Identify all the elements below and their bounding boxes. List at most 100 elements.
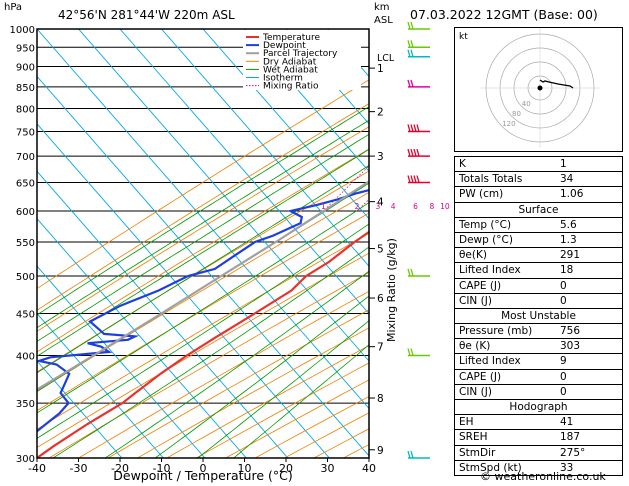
wet-adiabat [37, 165, 369, 374]
wind-barb [407, 21, 430, 30]
km-tick-label: 6 [377, 293, 384, 305]
x-tick-label: -30 [70, 462, 88, 475]
dry-adiabat [37, 170, 369, 373]
wind-barb [407, 450, 430, 459]
pressure-tick-label: 400 [16, 351, 35, 362]
dry-adiabat [37, 232, 369, 430]
asl-label: ASL [374, 15, 393, 26]
index-key: CIN (J) [459, 385, 492, 398]
x-tick-label: -10 [153, 462, 171, 475]
mixing-ratio-label: 2 [355, 202, 360, 211]
legend-label: Mixing Ratio [263, 82, 319, 92]
isotherm-line [37, 360, 123, 458]
dry-adiabat [37, 79, 369, 290]
surface-rows: Temp (°C) 5.6 Dewp (°C) 1.3 θe(K) 291 Lifted I… [455, 216, 622, 308]
wind-barb-feather [407, 49, 411, 57]
hodograph-ring-label: 80 [512, 110, 521, 118]
pressure-tick-label: 750 [16, 128, 35, 139]
lcl-label: LCL [377, 53, 395, 64]
index-key: StmSpd (kt) [459, 461, 522, 474]
km-tick-label: 4 [377, 197, 384, 209]
wind-barb-feather [407, 175, 411, 183]
isotherm-line [37, 312, 164, 458]
wind-barb-feather [407, 450, 411, 459]
dry-adiabat [37, 148, 369, 353]
index-key: SREH [459, 431, 488, 444]
pressure-tick-label: 900 [16, 63, 35, 74]
pressure-tick-label: 550 [16, 238, 35, 249]
legend-label: Temperature [262, 33, 320, 43]
x-tick-label: -20 [111, 462, 129, 475]
wind-barb [407, 175, 430, 184]
wind-barb [407, 40, 430, 49]
dry-adiabat [107, 309, 369, 458]
index-row: PW (cm) 1.06 [455, 186, 622, 201]
wet-adiabat [154, 295, 369, 458]
wind-barb-feather [407, 21, 411, 30]
x-tick-label: 40 [362, 462, 376, 475]
index-row: StmDir 275° [455, 444, 622, 460]
index-row: Temp (°C) 5.6 [455, 216, 622, 232]
mixing-ratio-label: 10 [440, 202, 450, 211]
hodograph-panel: kt 40 80 120 [454, 27, 623, 152]
isotherm-line [202, 29, 369, 220]
wind-barb-feather [410, 49, 414, 57]
index-row: EH 41 [455, 414, 622, 429]
km-label: km [374, 2, 390, 13]
index-value: 0 [560, 385, 567, 398]
wind-barb-feather [413, 175, 417, 183]
wet-adiabat [197, 320, 369, 458]
isotherm-line [37, 123, 330, 458]
index-value: 187 [560, 431, 581, 444]
wind-barb [407, 79, 430, 88]
indices-rows: K 1 Totals Totals 34 PW (cm) 1.06 [455, 157, 622, 202]
legend-box [243, 30, 361, 90]
index-value: 756 [560, 325, 581, 338]
wind-barb-feather [410, 124, 414, 132]
index-key: Lifted Index [459, 355, 521, 368]
mixing-ratio-label: 8 [429, 202, 434, 211]
index-key: CIN (J) [459, 294, 492, 307]
most-unstable-rows: Pressure (mb) 756 θe (K) 303 Lifted Index 9 CA… [455, 323, 622, 399]
pressure-tick-label: 450 [16, 310, 35, 321]
km-tick-label: 1 [377, 63, 384, 75]
km-tick-label: 8 [377, 393, 384, 405]
wind-barb-feather [416, 148, 420, 157]
index-value: 0 [560, 370, 567, 383]
dry-adiabat [78, 290, 369, 458]
index-value: 275° [560, 446, 586, 459]
wind-barb-feather [410, 21, 414, 30]
isotherm-line [37, 218, 247, 458]
index-key: PW (cm) [459, 188, 504, 201]
series-temperature [37, 230, 369, 458]
hodograph-rows: EH 41 SREH 187 StmDir 275° StmSpd (kt) 33 [455, 414, 622, 475]
wind-barb-feather [410, 348, 414, 356]
wind-barb-feather [416, 124, 420, 132]
x-axis-label: Dewpoint / Temperature (°C) [113, 468, 292, 483]
surface-heading: Surface [455, 201, 622, 217]
index-value: 1.06 [560, 188, 584, 201]
index-value: 18 [560, 264, 574, 277]
km-tick-label: 2 [377, 107, 384, 119]
pressure-tick-label: 1000 [10, 25, 35, 36]
plot-area [37, 29, 369, 458]
index-value: 34 [560, 173, 574, 186]
isotherm-line [37, 75, 369, 457]
plot-frame [36, 28, 370, 459]
index-key: Dewp (°C) [459, 233, 513, 246]
isotherm-line [37, 29, 369, 410]
credit-text: © weatheronline.co.uk [480, 470, 606, 483]
index-value: 0 [560, 279, 567, 292]
x-tick-label: 30 [321, 462, 335, 475]
legend-label: Dewpoint [263, 41, 306, 51]
wet-adiabat [37, 106, 369, 316]
index-value: 9 [560, 355, 567, 368]
indices-panel: K 1 Totals Totals 34 PW (cm) 1.06 Surface Tem… [454, 156, 623, 476]
index-value: 303 [560, 340, 581, 353]
index-value: 1.3 [560, 233, 577, 246]
wind-barb-feather [407, 148, 411, 157]
datetime-title: 07.03.2022 12GMT (Base: 00) [410, 7, 598, 22]
wet-adiabat [37, 148, 369, 357]
isotherm-line [37, 170, 289, 458]
